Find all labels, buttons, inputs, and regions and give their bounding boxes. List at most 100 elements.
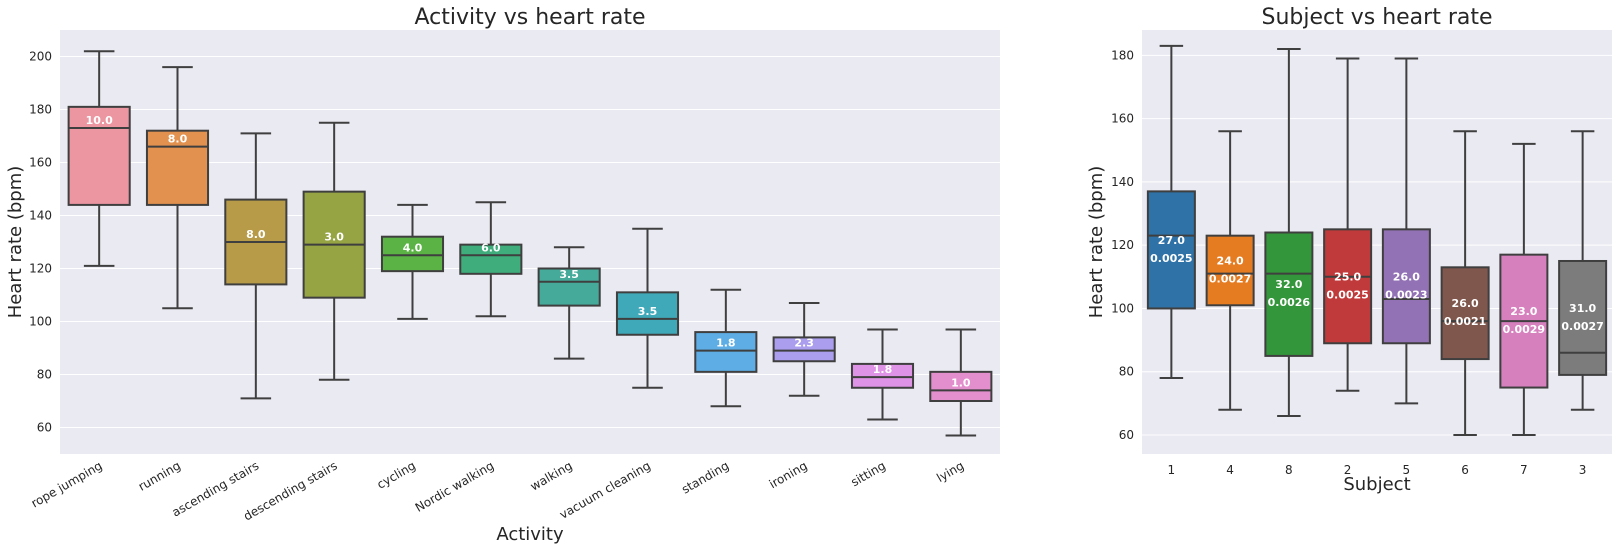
activity-y-tick-label: 80 (37, 368, 52, 382)
box-annotation-top: 27.0 (1158, 234, 1185, 247)
box-body (67, 105, 131, 206)
subject-y-tick-label: 100 (1111, 301, 1134, 315)
activity-x-tick-label: lying (934, 458, 966, 485)
box-body (615, 291, 680, 336)
box-annotation: 10.0 (86, 114, 113, 127)
box-annotation: 3.5 (559, 268, 579, 281)
box-body (929, 370, 993, 403)
activity-y-tick-label: 60 (37, 421, 52, 435)
box-body (537, 267, 601, 307)
box-annotation: 2.3 (794, 337, 814, 350)
activity-chart-title: Activity vs heart rate (414, 5, 645, 30)
subject-box-6: 26.0 0.0021 (1440, 130, 1490, 437)
activity-x-tick-label: rope jumping (29, 458, 105, 510)
activity-x-tick-label: running (136, 458, 183, 493)
activity-box-7: 3.5 (537, 246, 601, 360)
activity-box-8: 3.5 (615, 227, 680, 389)
box-annotation: 3.5 (638, 305, 658, 318)
activity-y-tick-label: 160 (29, 156, 52, 170)
activity-x-tick-label: walking (528, 458, 575, 493)
box-body (694, 331, 758, 373)
activity-box-4: 3.0 (302, 121, 366, 381)
subject-box-2: 24.0 0.0027 (1205, 130, 1255, 411)
activity-box-1: 10.0 (67, 50, 131, 267)
box-annotation-top: 25.0 (1334, 270, 1361, 283)
subject-y-tick-label: 160 (1111, 112, 1134, 126)
activity-y-tick-label: 100 (29, 315, 52, 329)
box-body (145, 129, 210, 206)
subject-box-7: 23.0 0.0029 (1499, 142, 1549, 437)
subject-x-tick-label: 6 (1461, 463, 1469, 477)
subject-y-tick-label: 80 (1119, 365, 1134, 379)
activity-y-tick-label: 120 (29, 262, 52, 276)
subject-box-4: 25.0 0.0025 (1323, 57, 1373, 392)
activity-box-10: 2.3 (772, 301, 836, 397)
activity-x-tick-label: sitting (848, 458, 888, 489)
activity-x-axis-label: Activity (496, 524, 564, 545)
box-annotation: 8.0 (246, 228, 266, 241)
subject-x-tick-label: 3 (1579, 463, 1587, 477)
activity-y-tick-label: 200 (29, 50, 52, 64)
subject-y-tick-label: 60 (1119, 428, 1134, 442)
box-body (380, 235, 445, 273)
subject-y-tick-label: 140 (1111, 175, 1134, 189)
box-body (1323, 228, 1373, 345)
box-annotation-top: 24.0 (1217, 254, 1244, 267)
activity-x-tick-label: cycling (374, 458, 418, 491)
subject-x-tick-label: 1 (1168, 463, 1176, 477)
subject-y-tick-label: 180 (1111, 48, 1134, 62)
subject-x-tick-label: 8 (1285, 463, 1293, 477)
box-annotation-bottom: 0.0025 (1150, 252, 1192, 265)
subject-box-8: 31.0 0.0027 (1558, 130, 1608, 411)
activity-chart: 10.0 8.0 8.0 3.0 4.0 6.0 3.5 3.5 1.8 2.3 1.8 1.0 60… (5, 5, 1000, 545)
box-annotation-bottom: 0.0025 (1326, 288, 1368, 301)
box-annotation: 4.0 (403, 241, 423, 254)
box-annotation: 6.0 (481, 241, 501, 254)
box-body (1264, 231, 1314, 357)
box-body (850, 362, 915, 389)
subject-box-3: 32.0 0.0026 (1264, 47, 1314, 418)
activity-box-6: 6.0 (459, 201, 523, 318)
subject-y-axis-label: Heart rate (bpm) (1086, 166, 1107, 319)
activity-box-5: 4.0 (380, 203, 445, 320)
box-body (1440, 266, 1490, 361)
box-body (1558, 259, 1608, 376)
box-annotation-top: 31.0 (1569, 302, 1596, 315)
activity-box-2: 8.0 (145, 66, 210, 310)
box-annotation-top: 26.0 (1393, 270, 1420, 283)
activity-box-11: 1.8 (850, 328, 915, 421)
subject-chart-title: Subject vs heart rate (1261, 5, 1492, 30)
box-annotation: 1.8 (873, 363, 893, 376)
box-annotation: 1.8 (716, 337, 736, 350)
box-body (772, 336, 836, 363)
activity-x-tick-label: Nordic walking (413, 458, 497, 514)
subject-chart: 27.0 0.0025 24.0 0.0027 32.0 0.0026 25.0 0.0025… (1086, 5, 1612, 495)
box-annotation-bottom: 0.0023 (1385, 288, 1427, 301)
subject-x-tick-label: 2 (1344, 463, 1352, 477)
activity-plot-area (60, 30, 1000, 454)
box-annotation-bottom: 0.0026 (1268, 296, 1311, 309)
box-annotation-bottom: 0.0027 (1209, 272, 1251, 285)
activity-box-12: 1.0 (929, 328, 993, 437)
box-annotation-top: 26.0 (1452, 297, 1479, 310)
box-annotation: 8.0 (168, 133, 188, 146)
activity-x-tick-label: standing (679, 458, 731, 496)
box-annotation-top: 32.0 (1275, 278, 1302, 291)
subject-x-tick-label: 4 (1226, 463, 1234, 477)
subject-x-tick-label: 7 (1520, 463, 1528, 477)
box-body (1381, 228, 1431, 345)
box-body (1205, 234, 1255, 307)
box-annotation-bottom: 0.0021 (1444, 315, 1486, 328)
activity-y-tick-label: 140 (29, 209, 52, 223)
subject-box-5: 26.0 0.0023 (1381, 57, 1431, 405)
box-annotation: 1.0 (951, 376, 971, 389)
activity-box-3: 8.0 (224, 132, 288, 400)
activity-y-tick-label: 180 (29, 103, 52, 117)
subject-x-axis-label: Subject (1343, 474, 1410, 495)
subject-x-tick-label: 5 (1403, 463, 1411, 477)
box-annotation-bottom: 0.0027 (1561, 320, 1603, 333)
box-annotation-bottom: 0.0029 (1503, 323, 1545, 336)
activity-x-tick-label: ironing (767, 458, 810, 491)
activity-box-9: 1.8 (694, 288, 758, 408)
